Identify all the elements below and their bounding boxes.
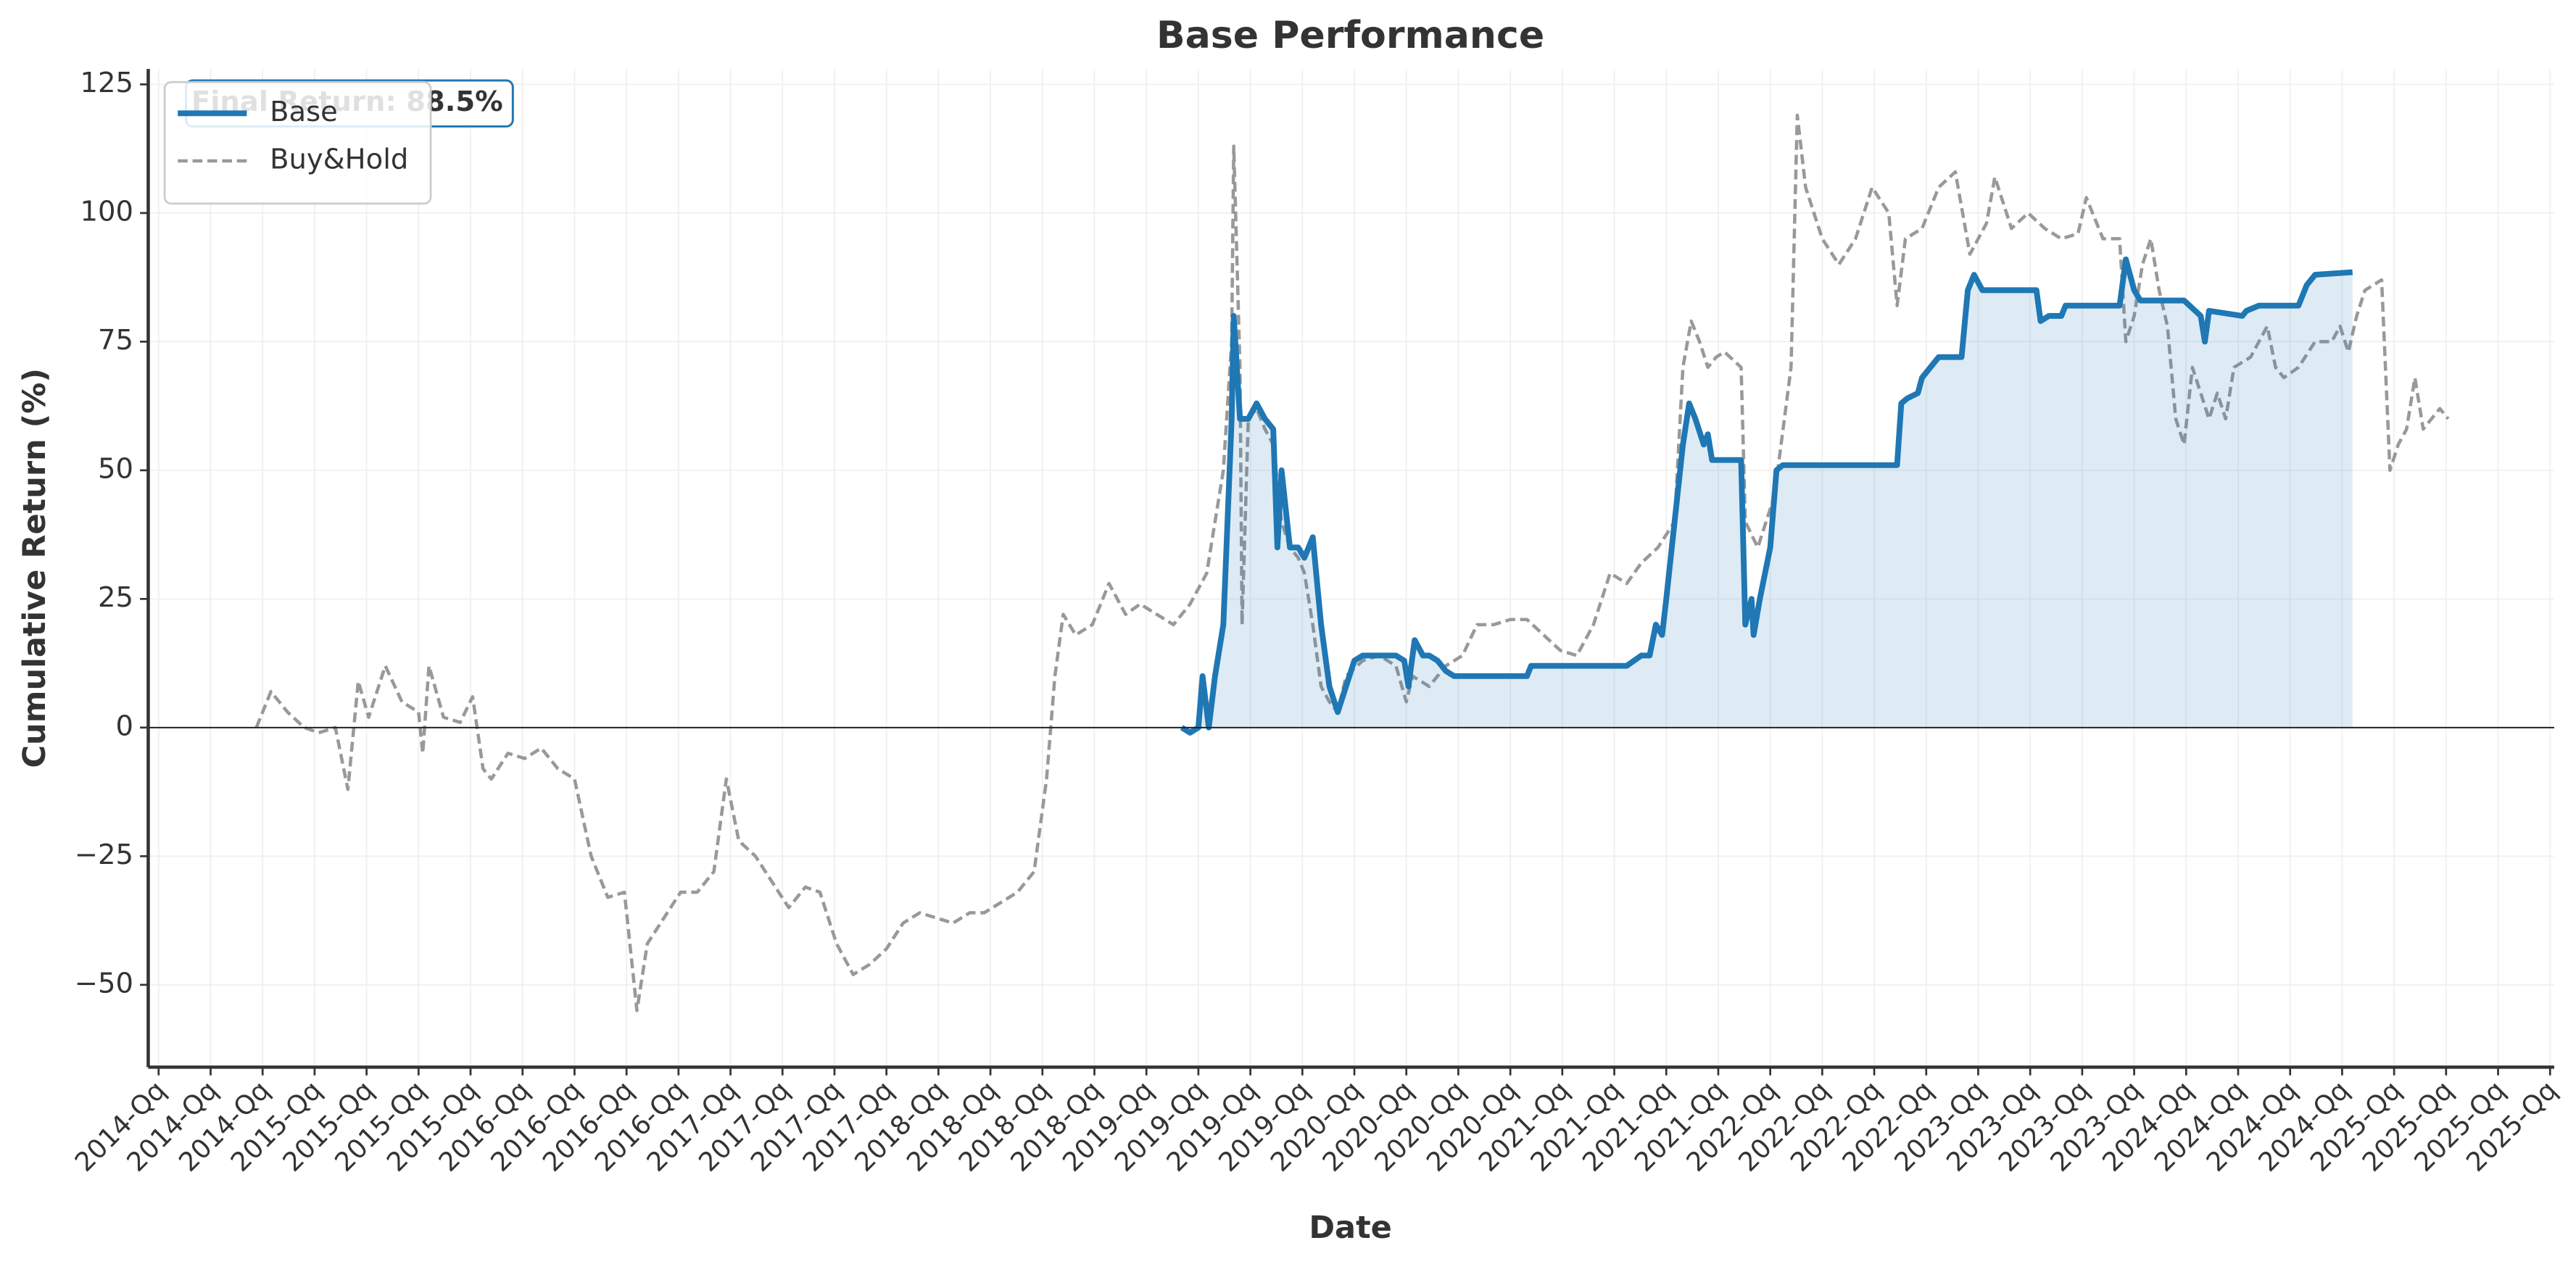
legend-label: Buy&Hold <box>270 143 408 175</box>
x-axis-label: Date <box>1309 1210 1391 1246</box>
area-fill <box>1181 259 2353 733</box>
y-tick-label: 75 <box>98 324 133 357</box>
y-tick-label: 100 <box>80 195 134 228</box>
y-tick-label: −25 <box>75 839 133 871</box>
y-tick-label: 0 <box>116 710 134 742</box>
legend-label: Base <box>270 96 338 128</box>
y-tick-label: 125 <box>80 67 134 99</box>
plot-area <box>148 113 2554 1013</box>
chart-title: Base Performance <box>1156 14 1544 57</box>
grid <box>148 69 2554 1068</box>
y-tick-label: 25 <box>98 581 133 614</box>
y-tick-label: 50 <box>98 452 133 485</box>
series-line <box>1180 256 2353 736</box>
y-axis-label: Cumulative Return (%) <box>17 368 53 768</box>
y-tick-label: −50 <box>75 967 133 999</box>
series-line <box>254 113 2450 1013</box>
